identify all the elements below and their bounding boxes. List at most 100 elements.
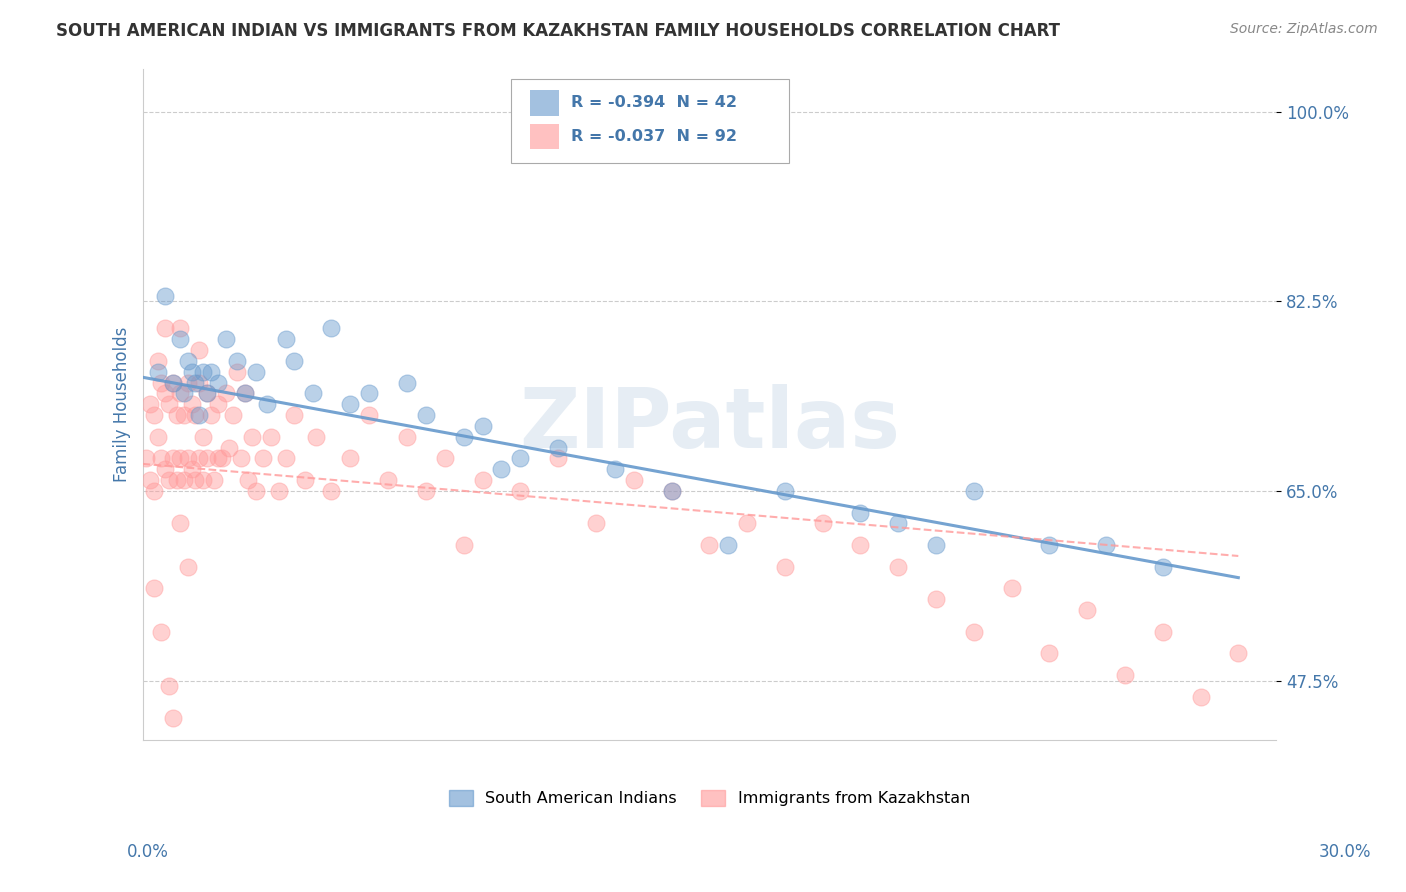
Point [173, 386, 195, 401]
Text: SOUTH AMERICAN INDIAN VS IMMIGRANTS FROM KAZAKHSTAN FAMILY HOUSEHOLDS CORRELATIO: SOUTH AMERICAN INDIAN VS IMMIGRANTS FROM… [56, 22, 1060, 40]
Point [963, 624, 986, 639]
Point [1114, 668, 1136, 682]
Point [1038, 538, 1060, 552]
Point [135, 451, 157, 466]
Point [214, 386, 236, 401]
Point [274, 451, 297, 466]
Point [233, 386, 256, 401]
Point [188, 408, 211, 422]
Point [177, 354, 200, 368]
Point [238, 473, 260, 487]
Point [207, 397, 229, 411]
Point [207, 451, 229, 466]
Point [153, 321, 176, 335]
Text: 0.0%: 0.0% [127, 843, 169, 861]
Point [321, 321, 343, 335]
Point [180, 462, 202, 476]
FancyBboxPatch shape [530, 90, 558, 116]
Point [218, 441, 240, 455]
Point [162, 376, 184, 390]
Point [377, 473, 399, 487]
Point [471, 473, 494, 487]
Point [195, 386, 218, 401]
Point [661, 483, 683, 498]
Point [157, 397, 180, 411]
Point [1076, 603, 1098, 617]
Point [166, 408, 188, 422]
Point [547, 441, 569, 455]
Point [188, 451, 211, 466]
Point [887, 559, 910, 574]
Point [395, 430, 418, 444]
Text: ZIPatlas: ZIPatlas [519, 384, 900, 465]
Point [395, 376, 418, 390]
Point [200, 365, 222, 379]
Point [849, 506, 872, 520]
Point [603, 462, 626, 476]
Point [301, 386, 323, 401]
Text: R = -0.394  N = 42: R = -0.394 N = 42 [571, 95, 737, 111]
Point [146, 430, 169, 444]
Point [267, 483, 290, 498]
Legend: South American Indians, Immigrants from Kazakhstan: South American Indians, Immigrants from … [443, 783, 976, 813]
Point [256, 397, 278, 411]
Point [184, 408, 207, 422]
Point [173, 408, 195, 422]
Point [180, 365, 202, 379]
Point [150, 451, 173, 466]
Point [245, 365, 267, 379]
Point [849, 538, 872, 552]
Point [195, 451, 218, 466]
Point [169, 332, 191, 346]
Point [1189, 690, 1212, 704]
Point [623, 473, 645, 487]
Point [1152, 624, 1174, 639]
Text: Source: ZipAtlas.com: Source: ZipAtlas.com [1230, 22, 1378, 37]
Point [166, 473, 188, 487]
Point [245, 483, 267, 498]
Point [157, 473, 180, 487]
Point [191, 430, 214, 444]
Point [274, 332, 297, 346]
Point [229, 451, 252, 466]
Point [200, 408, 222, 422]
Point [153, 289, 176, 303]
Point [142, 408, 165, 422]
Point [735, 516, 758, 531]
Point [509, 451, 531, 466]
Point [415, 408, 437, 422]
Point [471, 419, 494, 434]
Point [717, 538, 740, 552]
Text: 30.0%: 30.0% [1319, 843, 1371, 861]
Point [305, 430, 328, 444]
Point [1227, 647, 1250, 661]
Point [162, 376, 184, 390]
Point [339, 451, 361, 466]
Point [773, 559, 796, 574]
FancyBboxPatch shape [530, 124, 558, 149]
Point [415, 483, 437, 498]
Point [925, 538, 948, 552]
Y-axis label: Family Households: Family Households [114, 326, 131, 482]
Point [207, 376, 229, 390]
Point [359, 386, 381, 401]
Point [283, 408, 305, 422]
Point [169, 451, 191, 466]
Point [191, 473, 214, 487]
Point [139, 473, 162, 487]
Point [222, 408, 245, 422]
Point [433, 451, 456, 466]
Point [811, 516, 834, 531]
Point [491, 462, 513, 476]
Point [191, 365, 214, 379]
Point [585, 516, 607, 531]
Point [146, 354, 169, 368]
Point [339, 397, 361, 411]
Point [142, 582, 165, 596]
Point [162, 451, 184, 466]
Point [252, 451, 274, 466]
Point [169, 321, 191, 335]
Point [139, 397, 162, 411]
Point [150, 376, 173, 390]
Point [162, 711, 184, 725]
